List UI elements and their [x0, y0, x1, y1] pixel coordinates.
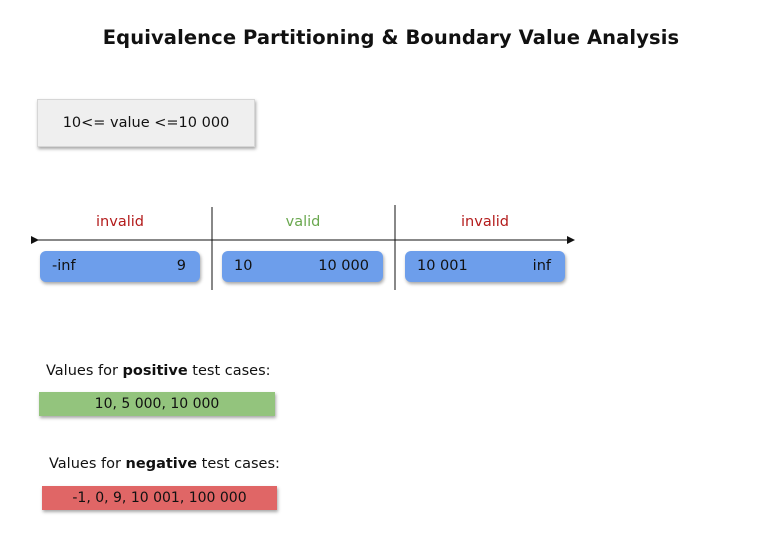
partition-label-invalid-high: invalid: [461, 214, 509, 230]
range-low-value: 10 001: [417, 258, 468, 274]
partition-label-invalid-low: invalid: [96, 214, 144, 230]
range-high-value: 10 000: [318, 258, 369, 274]
positive-caption: Values for positive test cases:: [46, 363, 271, 379]
range-low-value: 10: [234, 258, 253, 274]
condition-text: 10<= value <=10 000: [62, 115, 230, 131]
condition-box: 10<= value <=10 000: [37, 99, 255, 147]
negative-caption: Values for negative test cases:: [49, 456, 280, 472]
positive-caption-prefix: Values for: [46, 363, 123, 379]
negative-caption-suffix: test cases:: [197, 456, 280, 472]
positive-caption-keyword: positive: [122, 363, 188, 379]
range-box-invalid-low: -inf 9: [40, 251, 200, 282]
negative-values-text: -1, 0, 9, 10 001, 100 000: [72, 490, 247, 506]
positive-values-text: 10, 5 000, 10 000: [94, 396, 220, 412]
negative-caption-keyword: negative: [125, 456, 198, 472]
negative-values-box: -1, 0, 9, 10 001, 100 000: [42, 486, 277, 510]
page-title: Equivalence Partitioning & Boundary Valu…: [102, 26, 680, 49]
partition-label-valid: valid: [285, 214, 321, 230]
range-low-value: -inf: [52, 258, 76, 274]
range-box-invalid-high: 10 001 inf: [405, 251, 565, 282]
positive-values-box: 10, 5 000, 10 000: [39, 392, 275, 416]
range-high-value: 9: [176, 258, 186, 274]
range-high-value: inf: [532, 258, 551, 274]
positive-caption-suffix: test cases:: [187, 363, 271, 379]
negative-caption-prefix: Values for: [49, 456, 126, 472]
range-box-valid: 10 10 000: [222, 251, 383, 282]
